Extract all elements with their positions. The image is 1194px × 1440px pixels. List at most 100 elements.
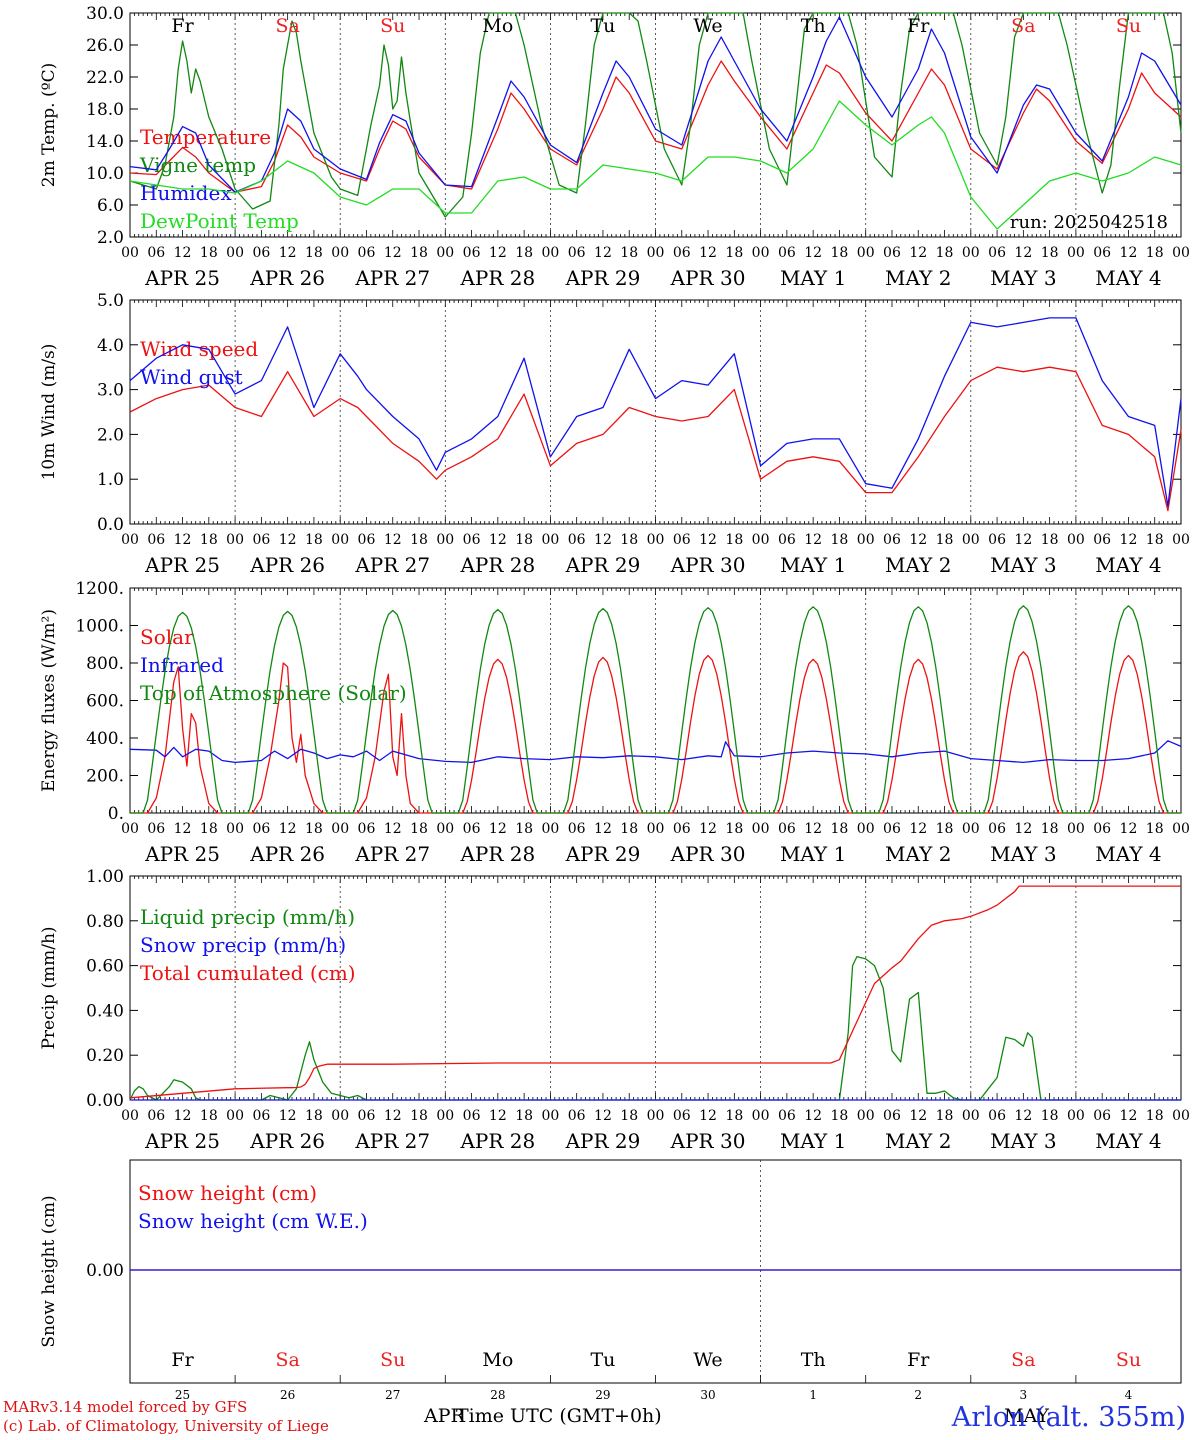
- hour-label: 18: [410, 821, 428, 837]
- hour-label: 00: [226, 1108, 244, 1124]
- hour-label: 12: [279, 1108, 297, 1124]
- hour-label: 18: [200, 532, 218, 548]
- date-label: APR 28: [459, 1129, 535, 1153]
- hour-label: 12: [804, 245, 822, 261]
- day-label: Fr: [907, 1349, 930, 1371]
- hour-label: 12: [1014, 1108, 1032, 1124]
- hour-label: 12: [489, 245, 507, 261]
- hour-label: 00: [1067, 532, 1085, 548]
- hour-label: 12: [279, 821, 297, 837]
- y-axis-title: 10m Wind (m/s): [39, 344, 59, 481]
- day-number: 30: [700, 1388, 715, 1402]
- day-label: Th: [801, 15, 826, 37]
- date-label: APR 26: [249, 553, 325, 577]
- hour-label: 12: [1014, 245, 1032, 261]
- hour-label: 00: [1172, 532, 1190, 548]
- day-label: Su: [380, 1349, 405, 1371]
- hour-label: 00: [752, 821, 770, 837]
- date-label: APR 25: [144, 842, 220, 866]
- day-label: Sa: [1011, 15, 1035, 37]
- panel-3: 0. 200. 400. 600. 800. 1000. 1200. Energy fluxe…: [39, 579, 1190, 866]
- hour-label: 12: [384, 245, 402, 261]
- panel-1: 2.0 6.0 10.0 14.0 18.0 22.0 26.0 30.0 2m Temp. (…: [39, 4, 1190, 290]
- hour-label: 00: [1067, 821, 1085, 837]
- hour-label: 12: [174, 821, 192, 837]
- series-line-temperature: [129, 60, 1182, 193]
- day-label: Mo: [482, 1349, 513, 1371]
- series-line-wind-speed: [129, 366, 1182, 512]
- hour-label: 12: [1120, 1108, 1138, 1124]
- panel-2: 0.0 1.0 2.0 3.0 4.0 5.0 10m Wind (m/s) 00 06 12 18…: [39, 291, 1190, 577]
- hour-label: 00: [647, 1108, 665, 1124]
- hour-label: 12: [489, 532, 507, 548]
- date-label: APR 27: [354, 842, 430, 866]
- month-label-apr: APR: [424, 1405, 465, 1427]
- hour-label: 06: [988, 821, 1006, 837]
- hour-label: 12: [489, 821, 507, 837]
- hour-label: 00: [1172, 1108, 1190, 1124]
- hour-label: 12: [174, 532, 192, 548]
- hour-label: 18: [1041, 1108, 1059, 1124]
- hour-label: 12: [279, 532, 297, 548]
- y-tick-label: 2.0: [97, 425, 124, 445]
- hour-label: 06: [673, 1108, 691, 1124]
- series-line-wind-gust: [129, 317, 1182, 507]
- hour-label: 12: [1120, 821, 1138, 837]
- date-label: MAY 4: [1095, 842, 1161, 866]
- date-label: APR 27: [354, 553, 430, 577]
- hour-label: 18: [831, 245, 849, 261]
- day-label: Su: [1116, 1349, 1141, 1371]
- hour-label: 06: [1093, 532, 1111, 548]
- date-label: MAY 2: [885, 266, 951, 290]
- series-line-total-cumulated-cm-: [129, 885, 1181, 1099]
- hour-label: 12: [699, 245, 717, 261]
- hour-label: 18: [200, 821, 218, 837]
- hour-label: 06: [673, 532, 691, 548]
- hour-label: 12: [594, 1108, 612, 1124]
- hour-label: 18: [936, 821, 954, 837]
- day-label: Sa: [275, 1349, 299, 1371]
- hour-label: 06: [673, 821, 691, 837]
- hour-label: 12: [384, 821, 402, 837]
- legend-entry: Wind gust: [140, 365, 243, 389]
- hour-label: 12: [1120, 532, 1138, 548]
- hour-label: 12: [909, 245, 927, 261]
- y-tick-label: 0.: [108, 804, 124, 824]
- hour-label: 06: [568, 821, 586, 837]
- date-label: APR 25: [144, 553, 220, 577]
- hour-label: 18: [1041, 532, 1059, 548]
- hour-label: 18: [305, 532, 323, 548]
- hour-label: 00: [857, 821, 875, 837]
- hour-label: 12: [279, 245, 297, 261]
- day-label: Su: [1116, 15, 1141, 37]
- hour-label: 12: [489, 1108, 507, 1124]
- hour-label: 00: [1067, 245, 1085, 261]
- date-label: APR 28: [459, 553, 535, 577]
- date-label: APR 27: [354, 1129, 430, 1153]
- hour-label: 06: [147, 245, 165, 261]
- date-label: APR 28: [459, 842, 535, 866]
- hour-label: 00: [647, 245, 665, 261]
- hour-label: 18: [515, 821, 533, 837]
- day-number: 25: [175, 1388, 190, 1402]
- hour-label: 06: [358, 245, 376, 261]
- hour-label: 12: [384, 532, 402, 548]
- date-label: APR 26: [249, 266, 325, 290]
- day-label: Sa: [1011, 1349, 1035, 1371]
- day-label: Sa: [275, 15, 299, 37]
- hour-label: 00: [962, 821, 980, 837]
- hour-label: 18: [936, 532, 954, 548]
- y-tick-label: 2.0: [97, 228, 124, 248]
- day-label: Fr: [907, 15, 930, 37]
- y-tick-label: 22.0: [86, 68, 124, 88]
- legend-entry: Total cumulated (cm): [140, 961, 356, 985]
- hour-label: 00: [541, 1108, 559, 1124]
- y-tick-label: 200.: [86, 767, 124, 787]
- y-tick-label: 18.0: [86, 100, 124, 120]
- series-line-infrared: [129, 740, 1182, 764]
- date-label: APR 30: [670, 553, 746, 577]
- hour-label: 06: [147, 1108, 165, 1124]
- date-label: APR 29: [565, 842, 641, 866]
- hour-label: 06: [883, 1108, 901, 1124]
- date-label: APR 25: [144, 1129, 220, 1153]
